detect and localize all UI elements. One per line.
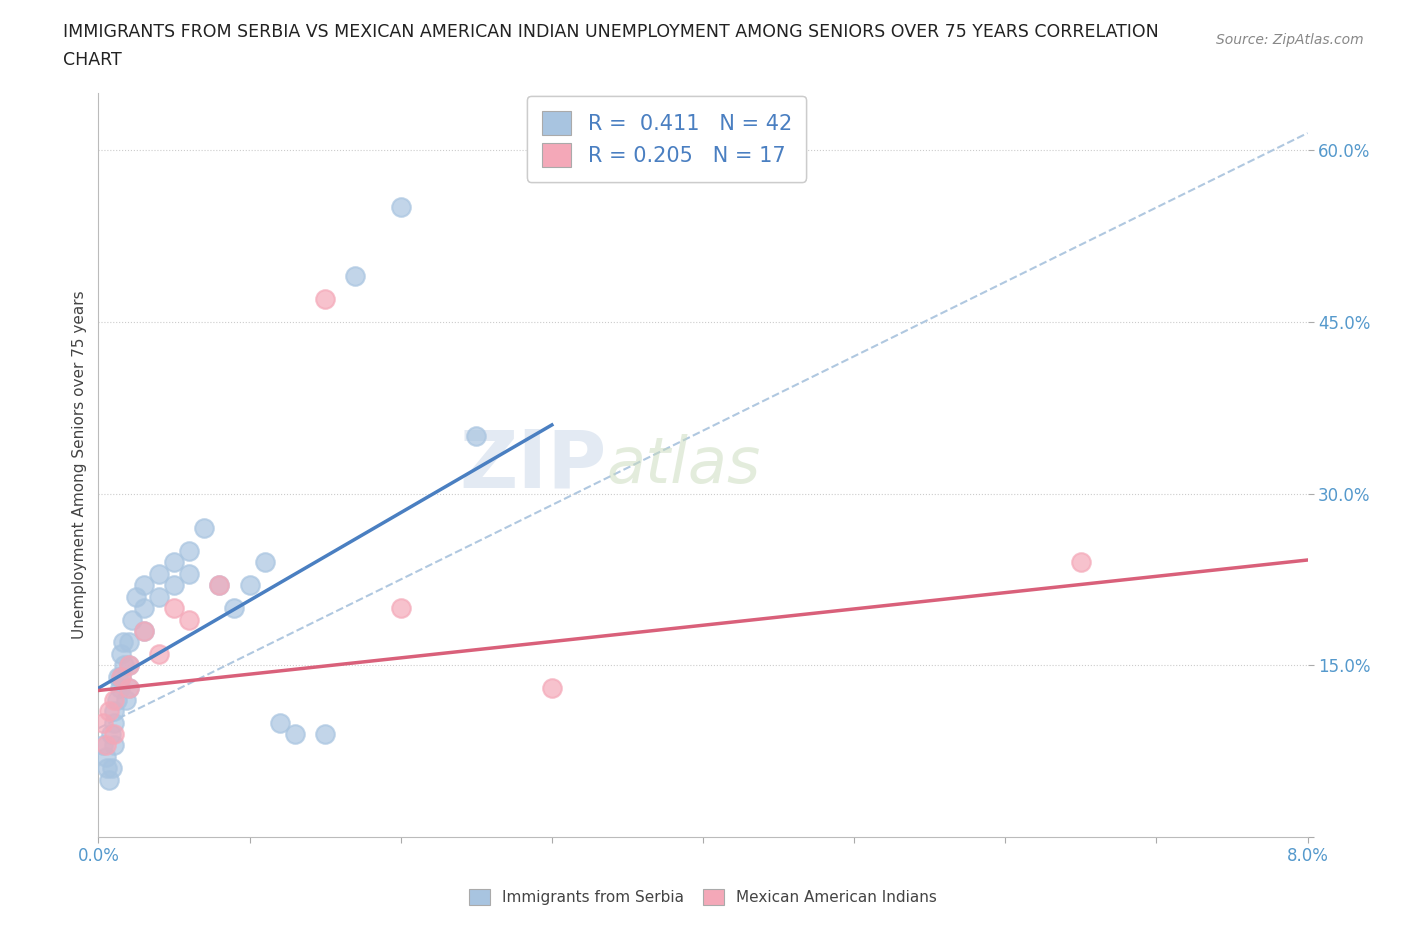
Point: [98, 772, 121, 787]
Point: [239, 578, 262, 592]
Point: [163, 601, 186, 616]
Point: [103, 715, 125, 730]
Point: [91, 715, 114, 730]
Point: [107, 670, 129, 684]
Point: [314, 726, 336, 741]
Point: [224, 601, 246, 616]
Point: [96, 761, 118, 776]
Point: [121, 612, 143, 627]
Point: [148, 646, 170, 661]
Point: [118, 658, 141, 672]
Point: [94, 738, 117, 753]
Point: [110, 670, 132, 684]
Point: [314, 292, 336, 307]
Point: [100, 726, 122, 741]
Point: [540, 681, 562, 696]
Point: [101, 761, 124, 776]
Point: [132, 578, 155, 592]
Point: [465, 429, 488, 444]
Point: [103, 738, 125, 753]
Point: [284, 726, 307, 741]
Point: [105, 692, 128, 707]
Point: [114, 692, 136, 707]
Point: [132, 601, 155, 616]
Y-axis label: Unemployment Among Seniors over 75 years: Unemployment Among Seniors over 75 years: [72, 291, 87, 639]
Point: [118, 658, 141, 672]
Point: [125, 590, 148, 604]
Point: [208, 578, 231, 592]
Legend: Immigrants from Serbia, Mexican American Indians: Immigrants from Serbia, Mexican American…: [461, 882, 945, 913]
Point: [193, 521, 215, 536]
Point: [179, 566, 201, 581]
Point: [132, 623, 155, 638]
Point: [118, 681, 141, 696]
Point: [148, 590, 170, 604]
Point: [1070, 555, 1092, 570]
Point: [110, 646, 132, 661]
Text: atlas: atlas: [606, 434, 761, 496]
Point: [94, 750, 117, 764]
Point: [163, 578, 186, 592]
Point: [132, 623, 155, 638]
Point: [103, 704, 125, 719]
Text: CHART: CHART: [63, 51, 122, 69]
Legend: R =  0.411   N = 42, R = 0.205   N = 17: R = 0.411 N = 42, R = 0.205 N = 17: [527, 96, 807, 181]
Text: Source: ZipAtlas.com: Source: ZipAtlas.com: [1216, 33, 1364, 46]
Point: [179, 543, 201, 558]
Point: [389, 601, 412, 616]
Point: [111, 635, 134, 650]
Point: [91, 738, 114, 753]
Point: [208, 578, 231, 592]
Point: [103, 726, 125, 741]
Point: [269, 715, 291, 730]
Point: [112, 658, 135, 672]
Point: [163, 555, 186, 570]
Point: [389, 200, 412, 215]
Point: [179, 612, 201, 627]
Point: [103, 692, 125, 707]
Point: [118, 635, 141, 650]
Point: [118, 681, 141, 696]
Point: [344, 269, 367, 284]
Point: [108, 681, 131, 696]
Point: [110, 670, 132, 684]
Text: IMMIGRANTS FROM SERBIA VS MEXICAN AMERICAN INDIAN UNEMPLOYMENT AMONG SENIORS OVE: IMMIGRANTS FROM SERBIA VS MEXICAN AMERIC…: [63, 23, 1159, 41]
Point: [148, 566, 170, 581]
Text: ZIP: ZIP: [458, 426, 606, 504]
Point: [253, 555, 276, 570]
Point: [98, 704, 121, 719]
